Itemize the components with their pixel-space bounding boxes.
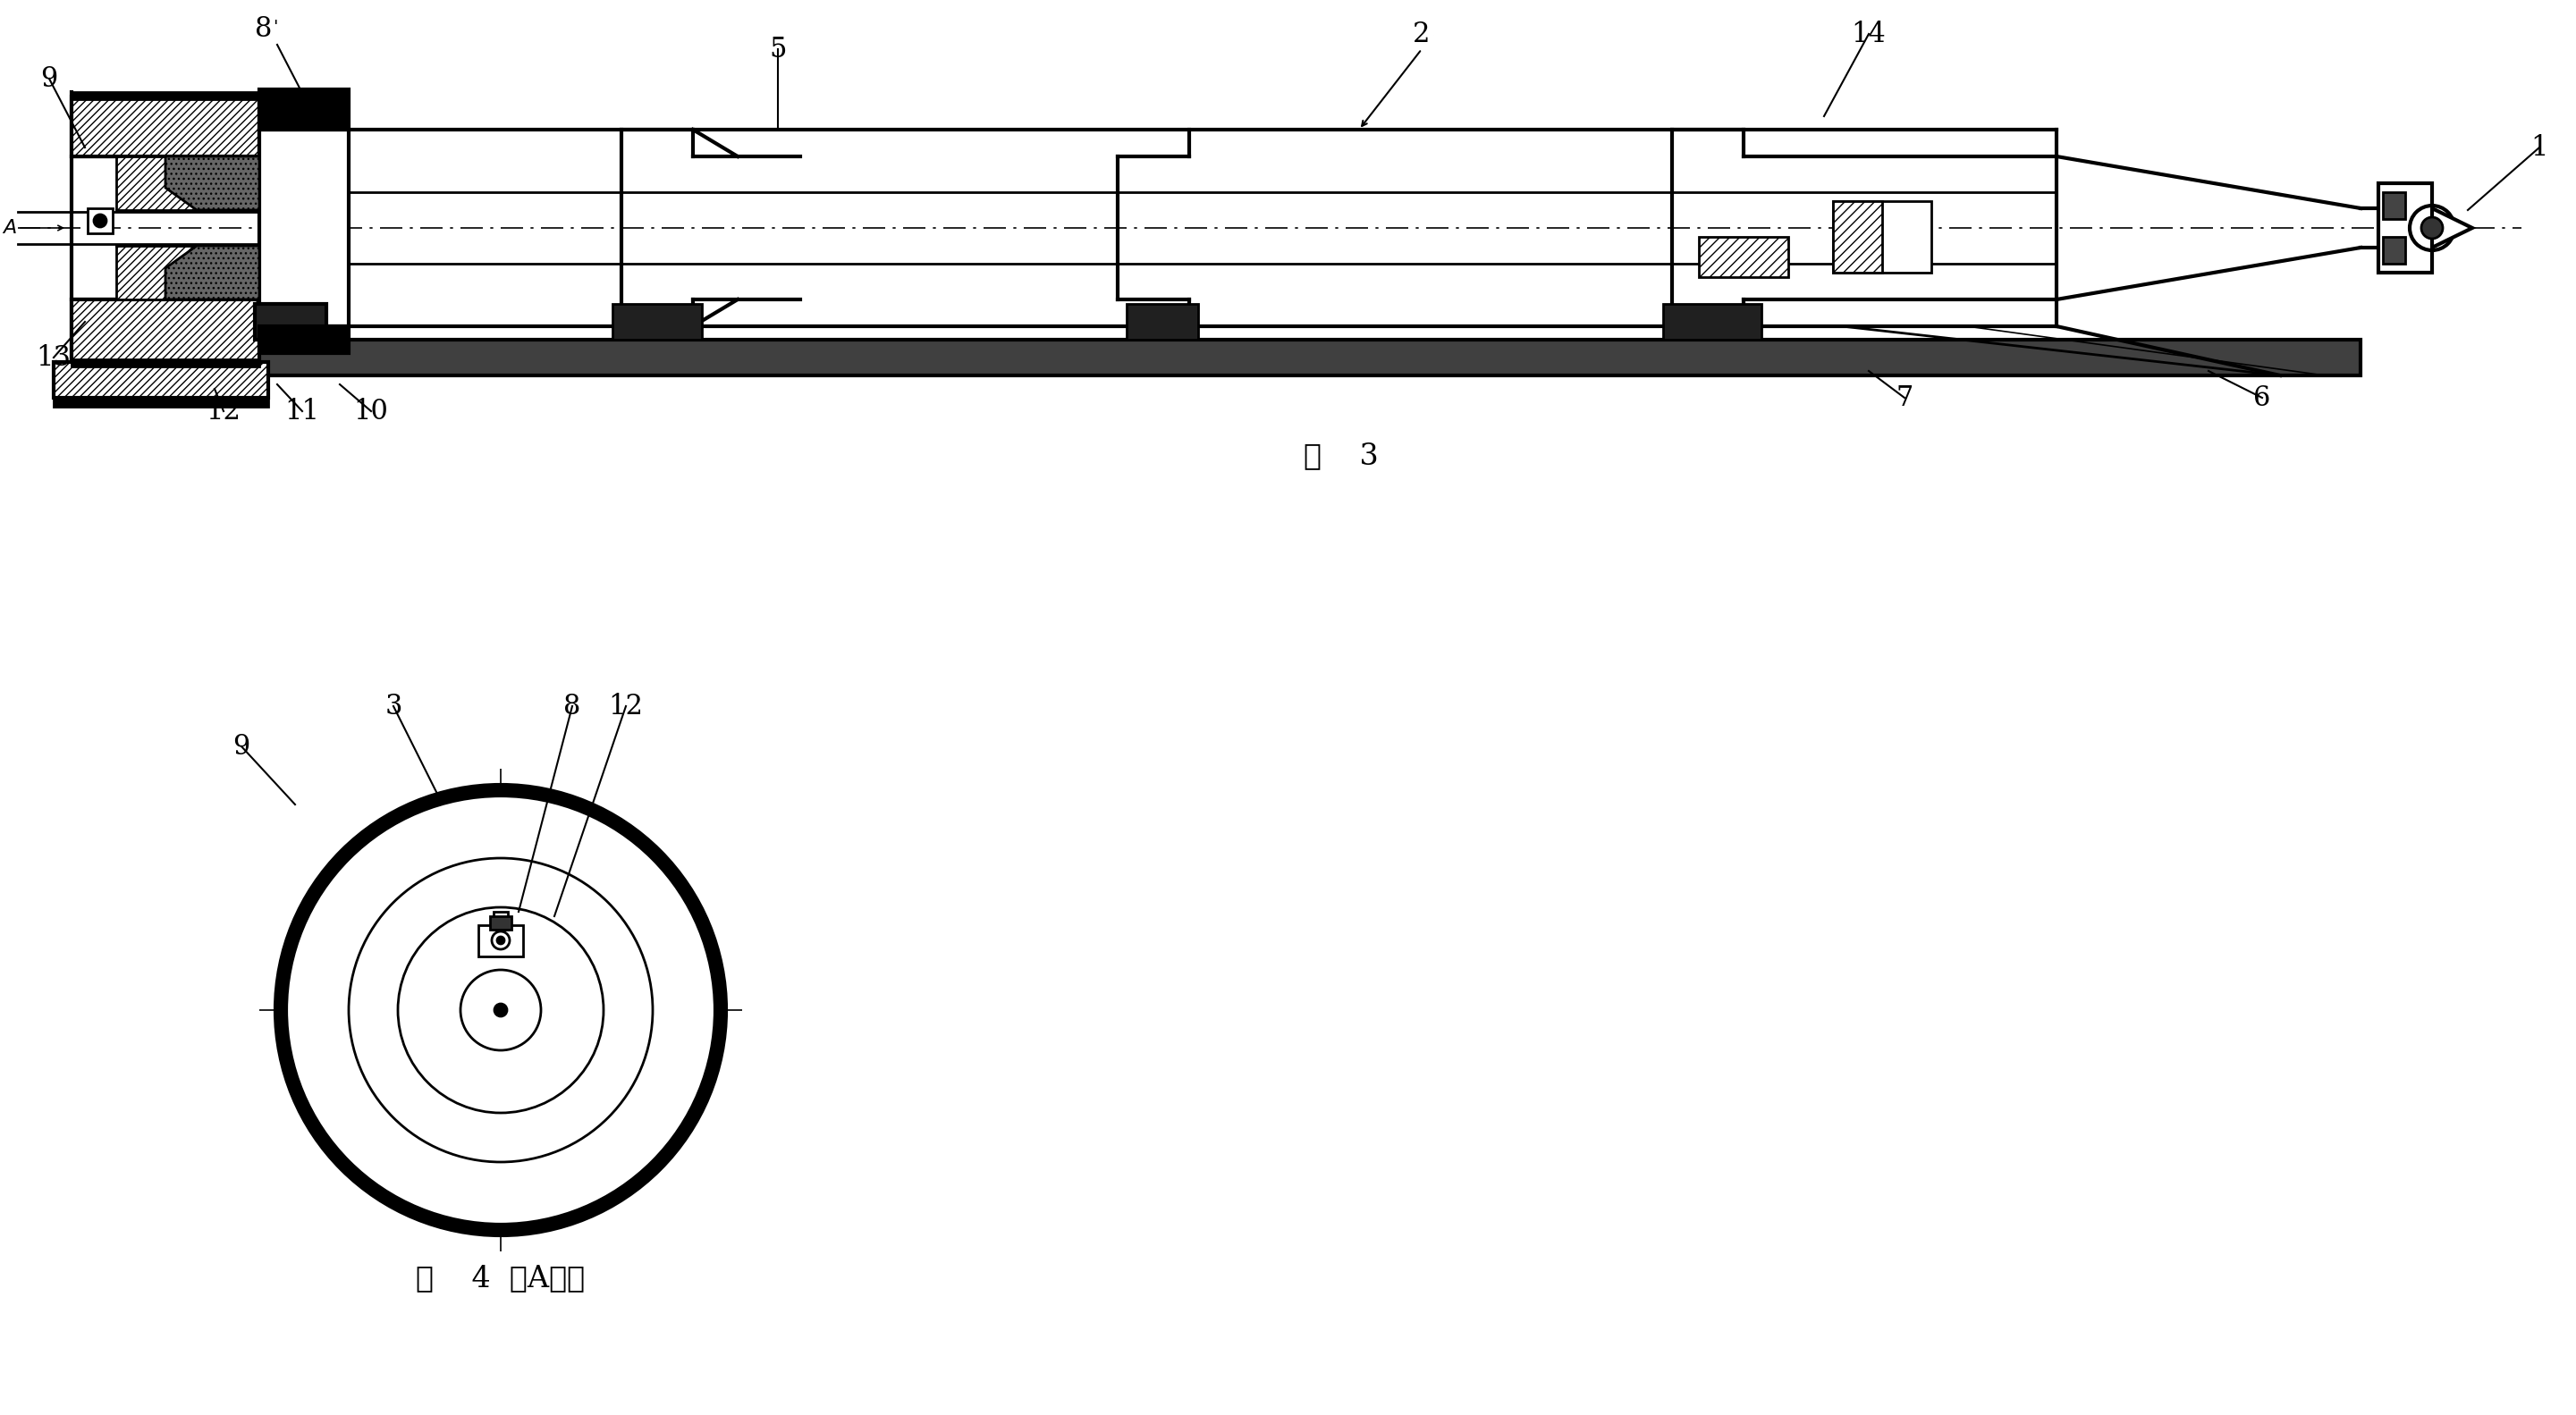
Bar	[260, 89, 348, 130]
Bar	[613, 304, 701, 340]
Circle shape	[461, 969, 541, 1050]
Text: 12: 12	[608, 692, 644, 720]
Text: 10: 10	[353, 398, 389, 424]
Bar	[489, 917, 513, 930]
Text: 3: 3	[384, 692, 402, 720]
Text: 12: 12	[206, 398, 242, 424]
Bar	[116, 246, 260, 300]
Text: 5: 5	[770, 35, 786, 64]
Bar	[1698, 236, 1788, 277]
Bar	[255, 304, 327, 340]
Bar	[1664, 304, 1762, 340]
Circle shape	[286, 795, 716, 1224]
Bar	[2383, 236, 2406, 263]
Bar	[72, 359, 260, 366]
Text: 13: 13	[36, 344, 72, 371]
Circle shape	[495, 1003, 507, 1016]
Polygon shape	[2432, 208, 2473, 248]
Bar	[72, 300, 260, 362]
Text: 8: 8	[255, 14, 273, 42]
Bar	[116, 157, 260, 209]
Bar	[1834, 201, 1932, 273]
Text: 8: 8	[564, 692, 582, 720]
Bar	[72, 96, 260, 157]
Text: 图    4  （A向）: 图 4 （A向）	[417, 1264, 585, 1292]
Text: 9: 9	[41, 65, 57, 92]
Text: 14: 14	[1852, 20, 1886, 48]
Circle shape	[93, 215, 106, 226]
Bar	[260, 130, 348, 327]
Polygon shape	[165, 157, 260, 209]
Text: 7: 7	[1896, 383, 1914, 412]
Bar	[479, 925, 523, 957]
Circle shape	[2421, 218, 2442, 239]
Bar	[1126, 304, 1198, 340]
Bar	[72, 92, 260, 99]
Text: A: A	[3, 219, 15, 236]
Bar	[54, 362, 268, 398]
Bar	[178, 340, 2360, 375]
Text: 9: 9	[232, 733, 250, 760]
Circle shape	[497, 937, 505, 944]
Bar	[1834, 201, 1883, 273]
Polygon shape	[165, 246, 260, 300]
Bar	[2383, 192, 2406, 219]
Bar	[495, 911, 507, 930]
Circle shape	[276, 785, 726, 1235]
Bar	[88, 208, 113, 233]
Circle shape	[397, 907, 603, 1112]
Text: 6: 6	[2254, 383, 2272, 412]
Text: ': '	[273, 18, 278, 35]
Bar	[54, 398, 268, 406]
Text: 图    3: 图 3	[1303, 441, 1378, 470]
Bar	[260, 327, 348, 354]
Text: 11: 11	[286, 398, 319, 424]
Circle shape	[492, 931, 510, 949]
Circle shape	[2409, 205, 2455, 250]
Circle shape	[348, 857, 652, 1162]
Text: 2: 2	[1414, 20, 1430, 48]
Text: 1: 1	[2530, 133, 2548, 161]
Bar	[2378, 184, 2432, 273]
